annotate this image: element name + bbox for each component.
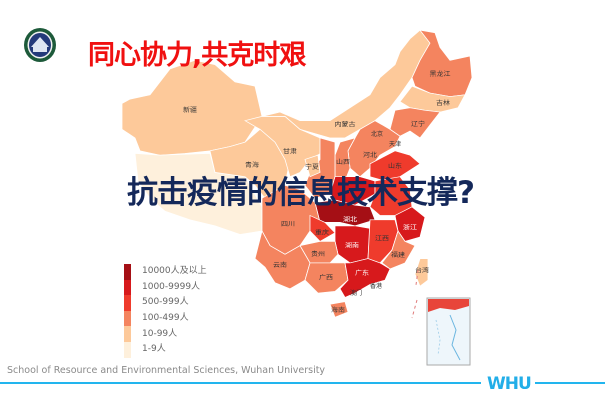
footer-affiliation: School of Resource and Environmental Sci… [7, 365, 326, 376]
legend-label: 10000人及以上 [142, 266, 207, 277]
province-label: 吉林 [436, 99, 450, 107]
province-region [414, 258, 429, 287]
province-region [134, 153, 263, 235]
footer-line-right [535, 382, 605, 384]
province-label: 山西 [336, 157, 350, 165]
legend-label: 100-499人 [142, 313, 189, 324]
province-label: 内蒙古 [335, 120, 356, 128]
south-china-sea-inset [426, 297, 471, 366]
province-label: 辽宁 [411, 119, 425, 127]
province-region [329, 176, 376, 206]
province-label: 台湾 [415, 266, 429, 274]
legend-swatch [124, 295, 131, 311]
province-region [209, 128, 291, 199]
province-label: 湖北 [343, 215, 357, 223]
legend-swatch [124, 264, 131, 280]
footer-line-left [0, 382, 481, 384]
province-region [304, 154, 321, 178]
legend-label: 500-999人 [142, 297, 189, 308]
city-label-beijing: 北京 [371, 130, 383, 138]
legend-swatch [124, 326, 131, 342]
province-label: 福建 [391, 250, 405, 258]
legend-item: 10-99人 [124, 326, 207, 342]
slide-title: 同心协力,共克时艰 [88, 40, 306, 71]
province-region [121, 59, 263, 156]
legend-item: 1-9人 [124, 341, 207, 358]
legend-item: 100-499人 [124, 310, 207, 327]
province-region [399, 85, 466, 113]
university-logo [23, 27, 57, 63]
province-region [309, 214, 336, 242]
province-region [339, 258, 391, 298]
legend-swatch [124, 310, 131, 327]
legend-swatch [124, 279, 131, 296]
province-label: 新疆 [183, 106, 197, 114]
province-region [329, 301, 349, 318]
legend-label: 10-99人 [142, 328, 178, 339]
map-legend: 10000人及以上 1000-9999人 500-999人 100-499人 10-99… [124, 264, 207, 358]
province-label: 重庆 [315, 228, 329, 236]
province-label: 浙江 [403, 223, 417, 231]
province-label: 四川 [281, 220, 295, 227]
city-label-hongkong: 香港 [370, 282, 382, 290]
dashed-boundary [411, 269, 419, 319]
province-label: 甘肃 [283, 147, 297, 155]
province-label: 云南 [273, 261, 287, 269]
province-label: 黑龙江 [430, 69, 451, 77]
city-label-macau: 澳门 [350, 289, 362, 297]
legend-label: 1-9人 [142, 344, 166, 355]
province-label: 贵州 [311, 250, 325, 258]
city-label-tianjin: 天津 [389, 141, 401, 148]
province-label: 江西 [375, 235, 389, 242]
province-label: 广东 [355, 269, 369, 277]
province-label: 青海 [245, 161, 259, 169]
slide-subtitle: 抗击疫情的信息技术支撑? [127, 175, 475, 211]
legend-item: 10000人及以上 [124, 264, 207, 280]
province-label: 湖南 [345, 241, 359, 249]
brand-wordmark: WHU [487, 374, 532, 394]
legend-item: 500-999人 [124, 295, 207, 311]
legend-swatch [124, 341, 131, 358]
legend-label: 1000-9999人 [142, 281, 201, 292]
legend-item: 1000-9999人 [124, 279, 207, 296]
province-label: 海南 [331, 306, 345, 314]
province-label: 广西 [319, 273, 333, 281]
province-label: 宁夏 [305, 162, 319, 170]
province-label: 河北 [363, 151, 377, 158]
province-region [369, 150, 421, 182]
province-label: 山东 [388, 162, 402, 170]
province-region [381, 230, 416, 270]
